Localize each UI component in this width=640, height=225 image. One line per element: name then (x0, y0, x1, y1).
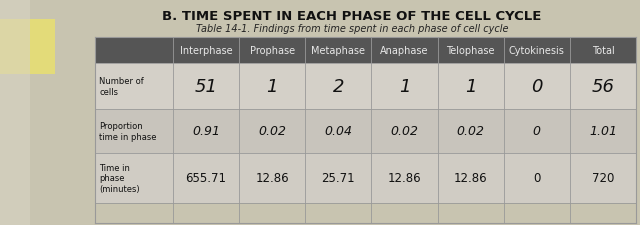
Text: 0.91: 0.91 (192, 125, 220, 138)
Text: Metaphase: Metaphase (311, 46, 365, 56)
Text: Time in
phase
(minutes): Time in phase (minutes) (99, 163, 140, 193)
Text: 56: 56 (591, 78, 614, 96)
Bar (0, 20, 55, 75)
Text: 12.86: 12.86 (454, 172, 488, 185)
Text: B. TIME SPENT IN EACH PHASE OF THE CELL CYCLE: B. TIME SPENT IN EACH PHASE OF THE CELL … (163, 10, 541, 23)
Text: Number of
cells: Number of cells (99, 77, 144, 96)
Text: 12.86: 12.86 (388, 172, 421, 185)
Bar (95, 153, 636, 203)
Text: 1: 1 (465, 78, 476, 96)
Text: Table 14-1. Findings from time spent in each phase of cell cycle: Table 14-1. Findings from time spent in … (196, 24, 508, 34)
Bar (95, 64, 173, 110)
Text: Telophase: Telophase (446, 46, 495, 56)
Text: Interphase: Interphase (180, 46, 232, 56)
Text: 0: 0 (533, 172, 540, 185)
Text: Total: Total (591, 46, 614, 56)
Text: 0: 0 (532, 125, 541, 138)
Text: 0.02: 0.02 (258, 125, 286, 138)
Text: 720: 720 (592, 172, 614, 185)
Text: 655.71: 655.71 (186, 172, 227, 185)
Text: 0.04: 0.04 (324, 125, 353, 138)
Text: 1.01: 1.01 (589, 125, 617, 138)
Text: 0.02: 0.02 (390, 125, 419, 138)
Text: 1: 1 (266, 78, 278, 96)
Text: 0.02: 0.02 (457, 125, 484, 138)
Bar (95, 153, 173, 203)
Text: 2: 2 (333, 78, 344, 96)
Text: 12.86: 12.86 (255, 172, 289, 185)
Bar (0, 0, 30, 225)
Bar (95, 64, 636, 110)
Text: Prophase: Prophase (250, 46, 295, 56)
Text: Anaphase: Anaphase (380, 46, 429, 56)
Bar (95, 110, 636, 153)
Text: Cytokinesis: Cytokinesis (509, 46, 564, 56)
Bar (95, 110, 173, 153)
Text: 25.71: 25.71 (321, 172, 355, 185)
Text: Proportion
time in phase: Proportion time in phase (99, 122, 157, 141)
Text: 51: 51 (195, 78, 218, 96)
Bar (95, 38, 636, 64)
Text: 1: 1 (399, 78, 410, 96)
Text: 0: 0 (531, 78, 543, 96)
